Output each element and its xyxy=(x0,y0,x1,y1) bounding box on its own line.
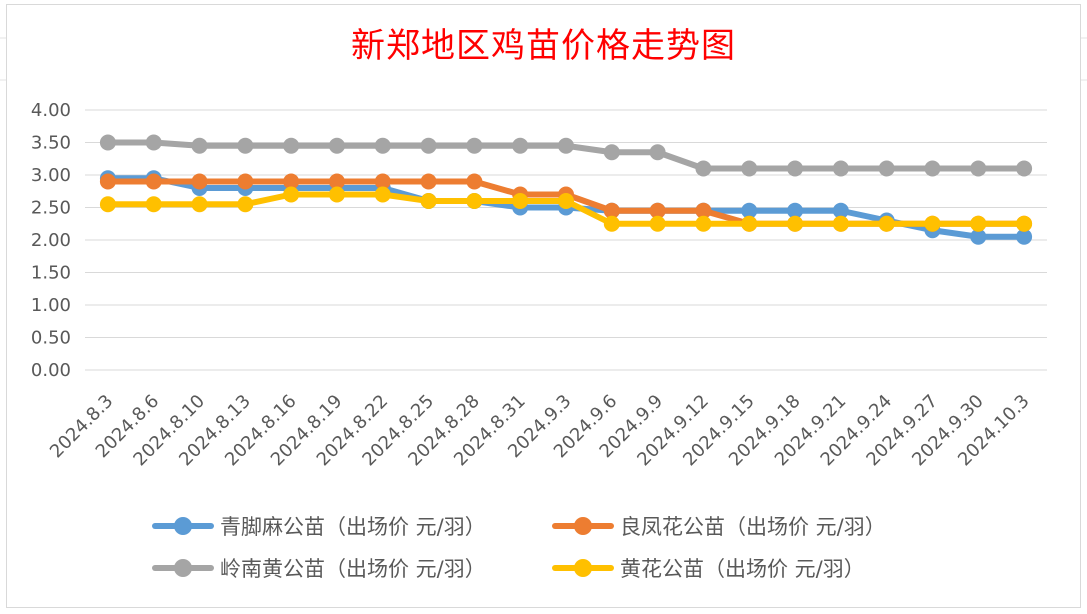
data-point[interactable] xyxy=(878,215,895,232)
data-point[interactable] xyxy=(99,134,116,151)
data-point[interactable] xyxy=(283,186,300,203)
data-point[interactable] xyxy=(558,137,574,154)
data-point[interactable] xyxy=(832,160,849,177)
legend-swatch-series-2 xyxy=(550,508,616,544)
data-point[interactable] xyxy=(649,215,666,232)
y-tick-label: 3.50 xyxy=(31,133,71,154)
data-point[interactable] xyxy=(283,137,300,154)
data-point[interactable] xyxy=(328,137,345,154)
y-tick-label: 0.00 xyxy=(31,360,71,381)
chart-area[interactable] xyxy=(6,4,1081,608)
y-tick-label: 2.00 xyxy=(31,230,71,251)
data-point[interactable] xyxy=(420,137,437,154)
y-tick-label: 1.50 xyxy=(31,263,71,284)
x-axis-ticks: 2024.8.32024.8.62024.8.102024.8.132024.8… xyxy=(46,391,1034,471)
data-point[interactable] xyxy=(145,173,162,190)
legend-label-series-2: 良凤花公苗（出场价 元/羽） xyxy=(620,515,886,539)
data-point[interactable] xyxy=(695,202,712,219)
data-point[interactable] xyxy=(558,193,574,209)
data-point[interactable] xyxy=(970,160,987,177)
data-point[interactable] xyxy=(466,193,483,209)
legend-item-series-3[interactable]: 岭南黄公苗（出场价 元/羽） xyxy=(150,550,486,586)
data-point[interactable] xyxy=(924,160,941,177)
data-point[interactable] xyxy=(695,215,712,232)
data-point[interactable] xyxy=(237,137,254,154)
legend-item-series-1[interactable]: 青脚麻公苗（出场价 元/羽） xyxy=(150,508,486,544)
data-point[interactable] xyxy=(328,186,345,203)
series-3 xyxy=(99,134,1033,177)
data-point[interactable] xyxy=(878,160,895,177)
data-point[interactable] xyxy=(832,215,849,232)
data-point[interactable] xyxy=(924,215,941,232)
data-point[interactable] xyxy=(145,134,162,151)
data-point[interactable] xyxy=(787,160,804,177)
data-point[interactable] xyxy=(1016,160,1033,177)
data-point[interactable] xyxy=(512,193,529,209)
y-tick-label: 1.00 xyxy=(31,295,71,316)
data-point[interactable] xyxy=(695,160,712,177)
data-point[interactable] xyxy=(603,202,620,219)
series-4 xyxy=(99,186,1033,232)
chart-title: 新郑地区鸡苗价格走势图 xyxy=(351,26,736,66)
y-axis-ticks: 0.00 0.50 1.00 1.50 2.00 2.50 3.00 3.50 4.00 xyxy=(31,100,71,381)
y-tick-label: 4.00 xyxy=(31,100,71,121)
legend-swatch-series-1 xyxy=(150,508,216,544)
legend-label-series-1: 青脚麻公苗（出场价 元/羽） xyxy=(220,515,486,539)
data-point[interactable] xyxy=(145,196,162,213)
data-point[interactable] xyxy=(237,173,254,190)
data-point[interactable] xyxy=(191,196,208,213)
data-point[interactable] xyxy=(970,215,987,232)
data-point[interactable] xyxy=(420,193,437,209)
series-lines xyxy=(99,134,1033,245)
data-point[interactable] xyxy=(787,202,804,219)
data-point[interactable] xyxy=(466,137,483,154)
data-point[interactable] xyxy=(603,215,620,232)
data-point[interactable] xyxy=(99,196,116,213)
legend-item-series-4[interactable]: 黄花公苗（出场价 元/羽） xyxy=(550,550,865,586)
data-point[interactable] xyxy=(99,173,116,190)
legend-label-series-3: 岭南黄公苗（出场价 元/羽） xyxy=(220,557,486,581)
legend-label-series-4: 黄花公苗（出场价 元/羽） xyxy=(620,557,865,581)
data-point[interactable] xyxy=(420,173,437,190)
data-point[interactable] xyxy=(1016,228,1033,245)
data-point[interactable] xyxy=(741,160,758,177)
data-point[interactable] xyxy=(237,196,254,213)
y-tick-label: 2.50 xyxy=(31,198,71,219)
data-point[interactable] xyxy=(787,215,804,232)
data-point[interactable] xyxy=(832,202,849,219)
legend-swatch-series-3 xyxy=(150,550,216,586)
legend-item-series-2[interactable]: 良凤花公苗（出场价 元/羽） xyxy=(550,508,886,544)
data-point[interactable] xyxy=(374,137,391,154)
y-tick-label: 0.50 xyxy=(31,328,71,349)
data-point[interactable] xyxy=(741,202,758,219)
data-point[interactable] xyxy=(603,144,620,161)
y-tick-label: 3.00 xyxy=(31,165,71,186)
data-point[interactable] xyxy=(191,137,208,154)
data-point[interactable] xyxy=(466,173,483,190)
legend-swatch-series-4 xyxy=(550,550,616,586)
data-point[interactable] xyxy=(649,144,666,161)
data-point[interactable] xyxy=(512,137,529,154)
data-point[interactable] xyxy=(283,173,300,190)
data-point[interactable] xyxy=(649,202,666,219)
data-point[interactable] xyxy=(328,173,345,190)
data-point[interactable] xyxy=(970,228,987,245)
data-point[interactable] xyxy=(191,173,208,190)
data-point[interactable] xyxy=(1016,215,1033,232)
data-point[interactable] xyxy=(374,173,391,190)
data-point[interactable] xyxy=(374,186,391,203)
data-point[interactable] xyxy=(741,215,758,232)
